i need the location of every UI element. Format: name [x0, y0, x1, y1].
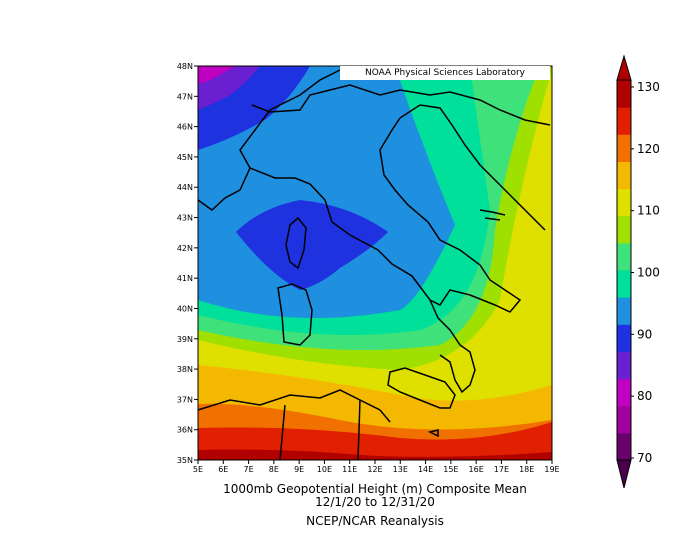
colorbar-top-arrow [616, 54, 632, 81]
data-source: NCEP/NCAR Reanalysis [306, 514, 444, 528]
colorbar-swatch [617, 80, 631, 108]
colorbar-label: 90 [637, 327, 652, 341]
lon-tick-label: 11E [342, 465, 357, 474]
lon-tick-label: 6E [218, 465, 228, 474]
colorbar-swatch [617, 161, 631, 190]
lat-tick-label: 39N [177, 335, 193, 344]
colorbar-label: 130 [637, 80, 660, 94]
credit-label: NOAA Physical Sciences Laboratory [340, 66, 550, 80]
colorbar-label: 70 [637, 451, 652, 465]
colorbar-bottom-arrow [616, 459, 632, 489]
lat-tick-label: 42N [177, 244, 193, 253]
colorbar-swatch [617, 270, 631, 298]
colorbar-frame [616, 79, 632, 461]
lat-tick-label: 48N [177, 62, 193, 71]
lat-tick-label: 38N [177, 365, 193, 374]
lon-tick-label: 5E [193, 465, 203, 474]
lat-tick-label: 46N [177, 123, 193, 132]
lat-tick-label: 43N [177, 214, 193, 223]
colorbar-swatch [617, 188, 631, 217]
chart-title: 1000mb Geopotential Height (m) Composite… [223, 482, 527, 496]
lon-tick-label: 14E [418, 465, 433, 474]
colorbar-label: 120 [637, 142, 660, 156]
colorbar-swatch [617, 324, 631, 352]
colorbar-swatch [617, 242, 631, 271]
height-contour-bands [198, 66, 552, 460]
lon-tick-label: 13E [393, 465, 408, 474]
colorbar-swatch [617, 215, 631, 244]
lat-tick-label: 35N [177, 456, 193, 465]
date-range: 12/1/20 to 12/31/20 [315, 495, 435, 509]
lat-tick-label: 41N [177, 274, 193, 283]
colorbar-label: 100 [637, 266, 660, 280]
lon-tick-label: 9E [294, 465, 304, 474]
lat-tick-label: 47N [177, 92, 193, 101]
lat-tick-label: 36N [177, 426, 193, 435]
lat-tick-label: 40N [177, 304, 193, 313]
lon-tick-label: 18E [519, 465, 534, 474]
colorbar-swatch [617, 432, 631, 461]
lat-tick-label: 45N [177, 153, 193, 162]
lon-tick-label: 10E [317, 465, 332, 474]
lon-tick-label: 17E [494, 465, 509, 474]
colorbar: 130 120 110 100 90 80 70 [616, 54, 660, 489]
colorbar-swatch [617, 405, 631, 434]
colorbar-swatch [617, 378, 631, 407]
lat-tick-label: 37N [177, 395, 193, 404]
lon-tick-label: 19E [544, 465, 559, 474]
lon-tick-label: 16E [469, 465, 484, 474]
colorbar-label: 110 [637, 204, 660, 218]
lat-tick-label: 44N [177, 183, 193, 192]
lon-tick-label: 7E [243, 465, 253, 474]
colorbar-label: 80 [637, 389, 652, 403]
colorbar-swatch [617, 297, 631, 325]
lon-tick-label: 8E [269, 465, 279, 474]
colorbar-swatch [617, 351, 631, 380]
colorbar-swatch [617, 134, 631, 162]
lon-tick-label: 12E [367, 465, 382, 474]
lon-tick-label: 15E [443, 465, 458, 474]
coastlines [197, 69, 551, 461]
colorbar-swatch [617, 107, 631, 135]
